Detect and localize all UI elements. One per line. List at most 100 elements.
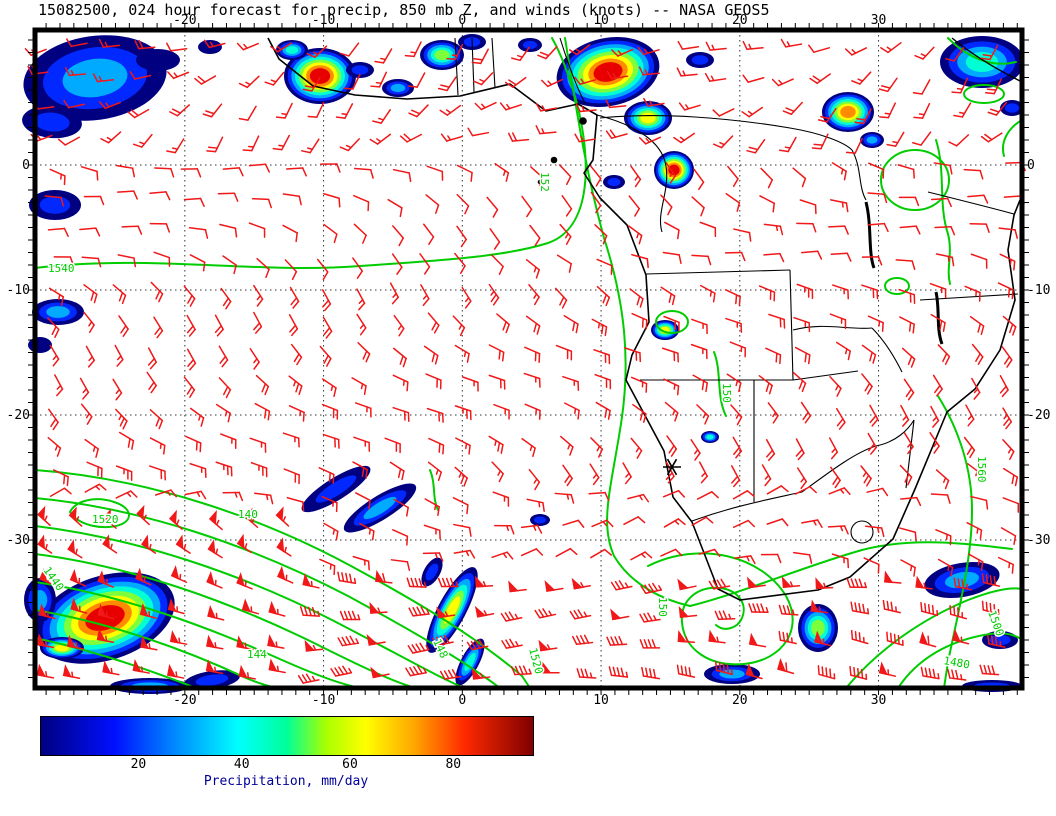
barb-staff bbox=[80, 166, 98, 173]
barb-staff bbox=[354, 402, 372, 410]
wind-barb bbox=[112, 284, 127, 305]
barb-staff bbox=[492, 491, 510, 499]
barb-full bbox=[985, 574, 989, 585]
barb-full bbox=[575, 103, 581, 113]
colorbar-tick-label: 40 bbox=[233, 757, 250, 772]
wind-barb bbox=[392, 374, 409, 392]
barb-full bbox=[445, 577, 451, 588]
barb-full bbox=[707, 255, 712, 266]
barb-staff bbox=[561, 195, 573, 210]
barb-staff bbox=[215, 403, 231, 415]
barb-full bbox=[858, 632, 861, 643]
barb-staff bbox=[725, 192, 741, 204]
precip-cell bbox=[32, 299, 84, 325]
barb-full bbox=[881, 487, 889, 497]
barb-full bbox=[99, 195, 105, 206]
barb-staff bbox=[866, 487, 884, 493]
wind-barb bbox=[854, 108, 872, 125]
wind-barb bbox=[999, 253, 1016, 271]
wind-barb bbox=[507, 132, 530, 142]
wind-barb bbox=[691, 196, 705, 217]
wind-barb bbox=[901, 347, 916, 368]
barb-full bbox=[449, 577, 455, 588]
lon-tick-label-bottom: -20 bbox=[173, 693, 196, 708]
barb-staff bbox=[594, 224, 608, 237]
barb-full bbox=[984, 133, 993, 141]
barb-full bbox=[398, 237, 405, 247]
barb-staff bbox=[727, 165, 739, 180]
barb-half bbox=[265, 493, 269, 501]
wind-barb bbox=[714, 610, 736, 621]
barb-full bbox=[674, 548, 683, 557]
barb-staff bbox=[831, 553, 849, 560]
wind-barb bbox=[37, 534, 53, 554]
barb-flag bbox=[206, 634, 216, 649]
barb-full bbox=[883, 193, 888, 204]
wind-barb bbox=[456, 193, 470, 215]
precip-ring bbox=[691, 55, 709, 65]
barb-staff bbox=[220, 287, 232, 303]
barb-half bbox=[533, 266, 537, 273]
wind-barb bbox=[188, 226, 209, 239]
barb-half bbox=[716, 636, 719, 643]
barb-full bbox=[644, 551, 653, 559]
barb-full bbox=[459, 326, 466, 337]
wind-barb bbox=[318, 467, 335, 484]
barb-full bbox=[431, 321, 437, 331]
barb-staff bbox=[49, 168, 66, 177]
barb-staff bbox=[623, 347, 641, 354]
wind-barb bbox=[568, 44, 591, 56]
barb-full bbox=[851, 80, 861, 85]
barb-staff bbox=[176, 104, 190, 117]
barb-staff bbox=[662, 489, 680, 498]
wind-barb bbox=[900, 559, 916, 577]
wind-barb bbox=[238, 105, 257, 121]
barb-half bbox=[503, 169, 506, 176]
barb-staff bbox=[793, 316, 810, 324]
barb-half bbox=[907, 442, 912, 448]
barb-half bbox=[52, 354, 58, 361]
barb-full bbox=[127, 111, 136, 119]
wind-barb bbox=[1002, 315, 1017, 336]
barb-flag bbox=[708, 629, 718, 643]
barb-full bbox=[322, 299, 330, 308]
lat-tick-label-left: -30 bbox=[7, 533, 30, 548]
barb-half bbox=[275, 641, 278, 648]
barb-full bbox=[349, 635, 356, 645]
wind-barb bbox=[452, 497, 469, 515]
wind-barb bbox=[254, 492, 274, 505]
wind-barb bbox=[422, 552, 444, 562]
barb-full bbox=[419, 642, 426, 652]
height-contour bbox=[935, 139, 951, 285]
barb-full bbox=[410, 577, 415, 588]
barb-full bbox=[944, 355, 951, 365]
wind-barb bbox=[186, 314, 196, 337]
barb-staff bbox=[480, 72, 494, 86]
barb-staff bbox=[661, 347, 679, 354]
wind-barb bbox=[47, 317, 60, 338]
wind-barb bbox=[37, 505, 51, 527]
barb-full bbox=[391, 296, 399, 305]
barb-staff bbox=[610, 133, 628, 139]
wind-barb bbox=[831, 553, 850, 569]
barb-full bbox=[87, 359, 95, 368]
barb-full bbox=[472, 80, 483, 86]
barb-staff bbox=[288, 314, 299, 330]
barb-staff bbox=[380, 109, 391, 124]
barb-staff bbox=[903, 378, 915, 394]
wind-barb bbox=[84, 483, 107, 493]
wind-barb bbox=[149, 222, 170, 233]
wind-barb bbox=[356, 288, 366, 311]
wind-barb bbox=[501, 638, 523, 649]
precip-ring bbox=[363, 496, 397, 520]
barb-full bbox=[63, 474, 66, 485]
barb-full bbox=[399, 355, 404, 365]
contour-label: 1560 bbox=[975, 456, 988, 483]
barb-full bbox=[147, 357, 156, 366]
barb-full bbox=[534, 609, 541, 619]
barb-full bbox=[411, 109, 421, 115]
barb-full bbox=[601, 324, 604, 335]
wind-barb bbox=[98, 101, 121, 110]
barb-half bbox=[547, 80, 553, 86]
